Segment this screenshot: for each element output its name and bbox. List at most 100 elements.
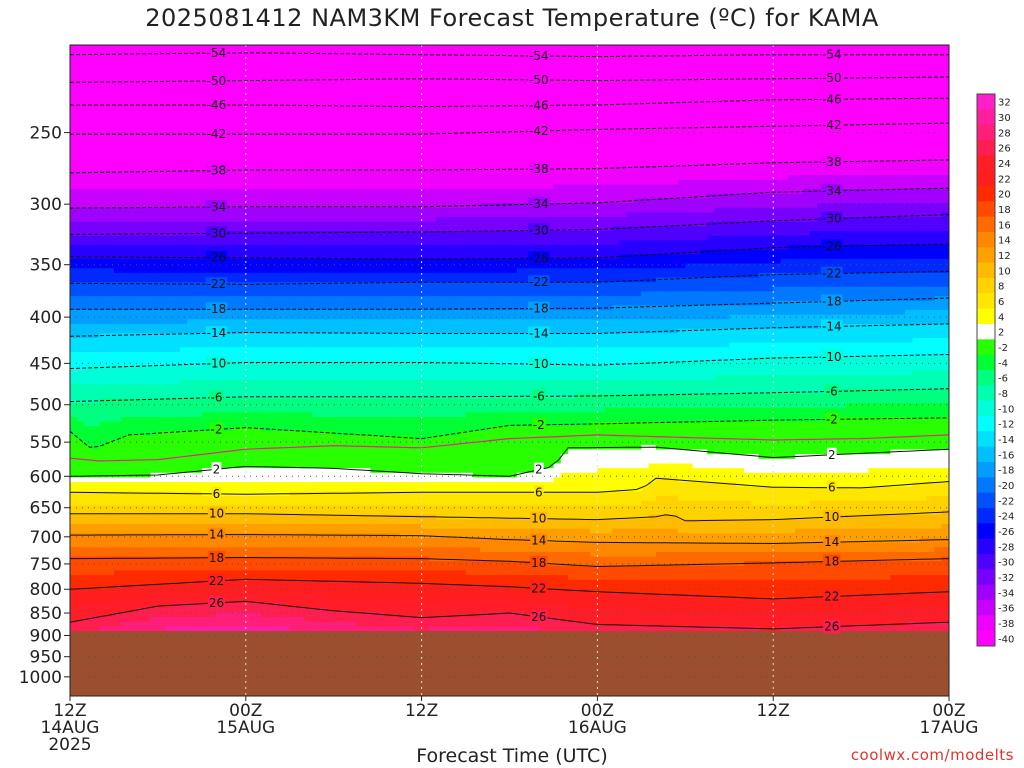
heat-cell: [201, 486, 210, 492]
heat-cell: [238, 291, 247, 297]
heat-cell: [231, 589, 240, 595]
heat-cell: [157, 258, 166, 265]
heat-cell: [143, 105, 152, 111]
heat-cell: [70, 458, 78, 465]
heat-cell: [231, 300, 240, 306]
heat-cell: [267, 231, 276, 237]
heat-cell: [319, 170, 327, 176]
heat-cell: [135, 58, 144, 65]
heat-cell: [216, 379, 225, 386]
heat-cell: [179, 310, 188, 316]
heat-cell: [245, 365, 254, 372]
heat-cell: [297, 486, 305, 492]
heat-cell: [297, 272, 305, 279]
heat-cell: [275, 212, 284, 218]
heat-cell: [282, 370, 291, 376]
heat-cell: [297, 68, 305, 74]
heat-cell: [245, 147, 254, 153]
heat-cell: [84, 86, 93, 93]
heat-cell: [165, 491, 174, 497]
heat-cell: [245, 319, 254, 325]
heat-cell: [157, 189, 166, 195]
heat-cell: [187, 519, 196, 525]
heat-cell: [135, 379, 144, 386]
heat-cell: [267, 440, 276, 446]
heat-cell: [121, 430, 130, 437]
heat-cell: [260, 258, 269, 265]
heat-cell: [245, 296, 254, 302]
heat-cell: [231, 356, 240, 362]
heat-cell: [143, 533, 152, 539]
heat-cell: [84, 207, 93, 213]
heat-cell: [179, 496, 188, 502]
heat-cell: [260, 96, 269, 102]
heat-cell: [77, 175, 86, 181]
heat-cell: [238, 105, 247, 111]
heat-cell: [311, 63, 320, 69]
heat-cell: [253, 54, 262, 60]
heat-cell: [179, 231, 188, 237]
heat-cell: [135, 579, 144, 585]
heat-cell: [77, 486, 86, 492]
heat-cell: [194, 128, 203, 134]
heat-cell: [70, 356, 78, 362]
heat-cell: [282, 151, 291, 158]
heat-cell: [172, 365, 181, 372]
heat-cell: [267, 342, 276, 348]
heat-cell: [201, 212, 210, 218]
heat-cell: [231, 384, 240, 390]
heat-cell: [143, 342, 152, 348]
heat-cell: [319, 421, 327, 427]
heat-cell: [99, 565, 108, 572]
heat-cell: [297, 561, 305, 567]
heat-cell: [179, 430, 188, 437]
heat-cell: [99, 342, 108, 348]
heat-cell: [106, 403, 115, 409]
heat-cell: [289, 142, 298, 148]
heat-cell: [253, 496, 262, 502]
heat-cell: [267, 170, 276, 176]
heat-cell: [106, 63, 115, 69]
heat-cell: [91, 523, 100, 530]
heat-cell: [194, 533, 203, 539]
heat-cell: [157, 403, 166, 409]
heat-cell: [150, 575, 159, 581]
heat-cell: [245, 551, 254, 558]
heat-cell: [128, 426, 137, 432]
heat-cell: [194, 440, 203, 446]
heat-cell: [165, 263, 174, 269]
heat-cell: [231, 175, 240, 181]
heat-cell: [223, 598, 232, 604]
heat-cell: [157, 286, 166, 293]
heat-cell: [231, 91, 240, 97]
heat-cell: [201, 496, 210, 502]
heat-cell: [282, 412, 291, 418]
heat-cell: [282, 249, 291, 255]
heat-cell: [84, 519, 93, 525]
heat-cell: [253, 514, 262, 520]
heat-cell: [84, 193, 93, 200]
heat-cell: [194, 556, 203, 562]
heat-cell: [245, 300, 254, 306]
heat-cell: [297, 579, 305, 585]
heat-cell: [260, 463, 269, 469]
heat-cell: [326, 124, 335, 130]
heat-cell: [275, 528, 284, 534]
heat-cell: [150, 82, 159, 88]
heat-cell: [99, 296, 108, 302]
heat-cell: [282, 305, 291, 311]
heat-cell: [179, 556, 188, 562]
heat-cell: [91, 156, 100, 162]
heat-cell: [172, 82, 181, 88]
heat-cell: [319, 398, 327, 404]
heat-cell: [282, 612, 291, 618]
heat-cell: [113, 407, 122, 413]
heat-cell: [275, 240, 284, 246]
heat-cell: [326, 282, 335, 288]
heat-cell: [319, 547, 327, 553]
heat-cell: [165, 454, 174, 460]
heat-cell: [150, 100, 159, 107]
heat-cell: [70, 491, 78, 497]
heat-cell: [297, 333, 305, 339]
heat-cell: [319, 268, 327, 274]
